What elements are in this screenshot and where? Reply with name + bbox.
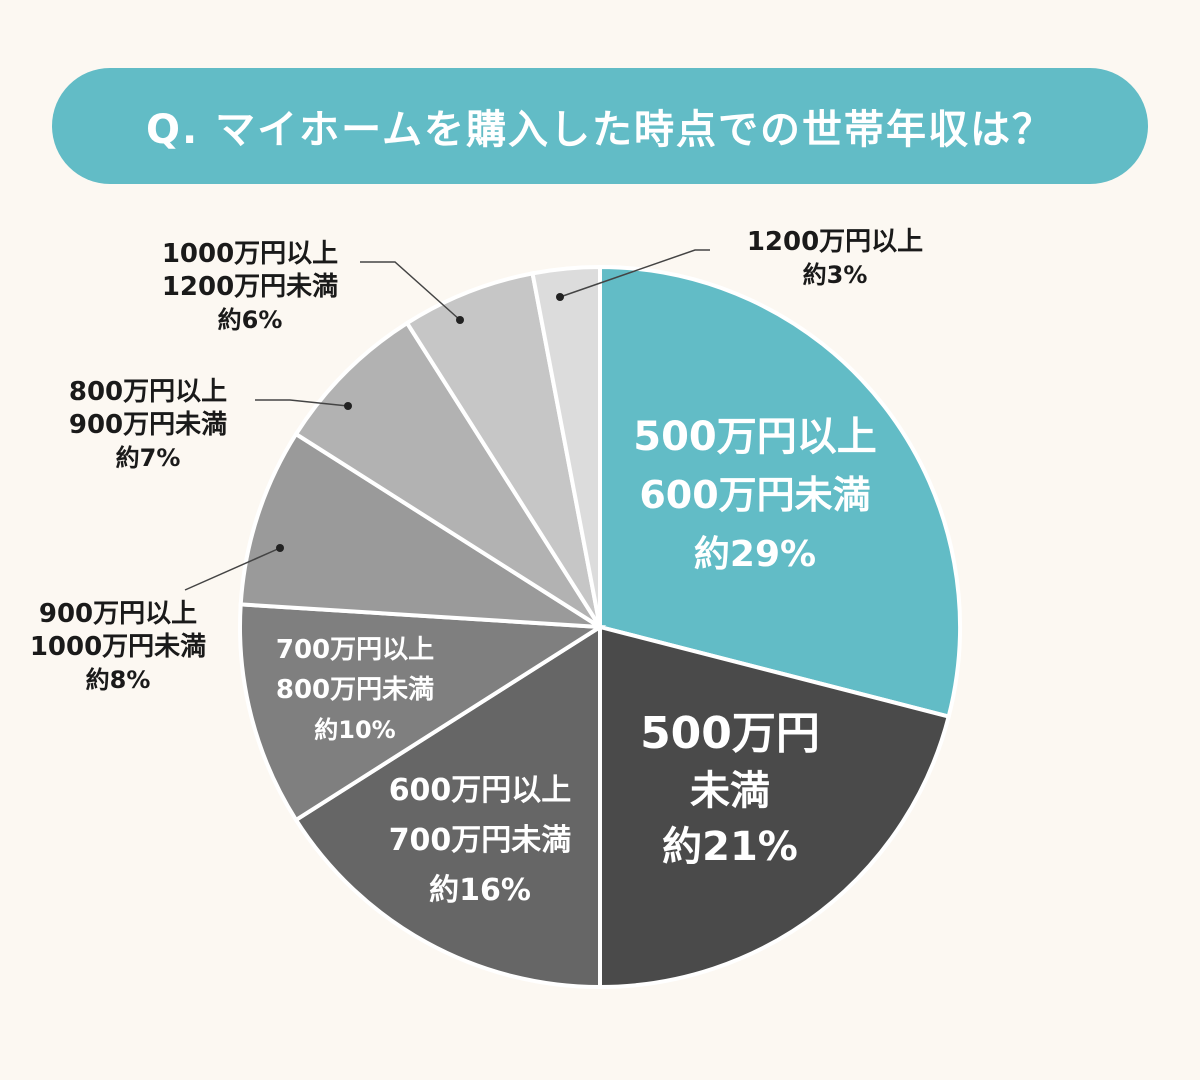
slice-label-line: 未満: [690, 768, 770, 814]
pie-slice-3: [238, 602, 607, 823]
pie-slice-4: [238, 431, 602, 629]
pie-slice-6: [404, 271, 602, 629]
leader-dot: [556, 293, 564, 301]
leader-dot: [456, 316, 464, 324]
slice-value-label: 約16%: [429, 873, 531, 908]
slice-label-line: 500万円: [640, 708, 820, 759]
leader-dot: [344, 402, 352, 410]
slice-label-line: 900万円以上: [39, 599, 197, 629]
slice-value-label: 約3%: [803, 261, 868, 289]
slice-label-line: 700万円未満: [389, 823, 572, 858]
leader-line: [255, 399, 349, 407]
slice-label-line: 1000万円未満: [30, 632, 206, 662]
slice-value-label: 約21%: [662, 824, 798, 870]
slice-value-label: 約6%: [218, 306, 283, 334]
slice-label-line: 800万円未満: [276, 675, 434, 705]
slice-value-label: 約29%: [694, 534, 816, 575]
pie-slice-5: [293, 320, 602, 629]
slice-label-line: 1200万円以上: [747, 227, 923, 257]
title-banner: Q. マイホームを購入した時点での世帯年収は？: [52, 68, 1148, 184]
pie-slice-0: [598, 264, 962, 719]
slice-label-line: 1000万円以上: [162, 239, 338, 269]
slice-label-line: 900万円未満: [69, 410, 227, 440]
slice-value-label: 約7%: [116, 444, 181, 472]
slice-label-line: 600万円以上: [389, 773, 572, 808]
slice-label-line: 500万円以上: [633, 414, 877, 460]
slice-label-line: 600万円未満: [639, 473, 870, 517]
slice-label-line: 700万円以上: [276, 635, 434, 665]
leader-dot: [276, 544, 284, 552]
leader-line: [559, 249, 710, 298]
chart-title: Q. マイホームを購入した時点での世帯年収は？: [146, 107, 1054, 153]
slice-label-line: 800万円以上: [69, 377, 227, 407]
leader-line: [360, 261, 461, 321]
slice-label-line: 1200万円未満: [162, 272, 338, 302]
pie-slice-2: [293, 623, 602, 990]
slice-value-label: 約10%: [314, 716, 395, 744]
leader-line: [184, 547, 281, 591]
pie-slice-7: [530, 264, 602, 628]
pie-slice-1: [598, 624, 952, 990]
slice-value-label: 約8%: [86, 666, 151, 694]
